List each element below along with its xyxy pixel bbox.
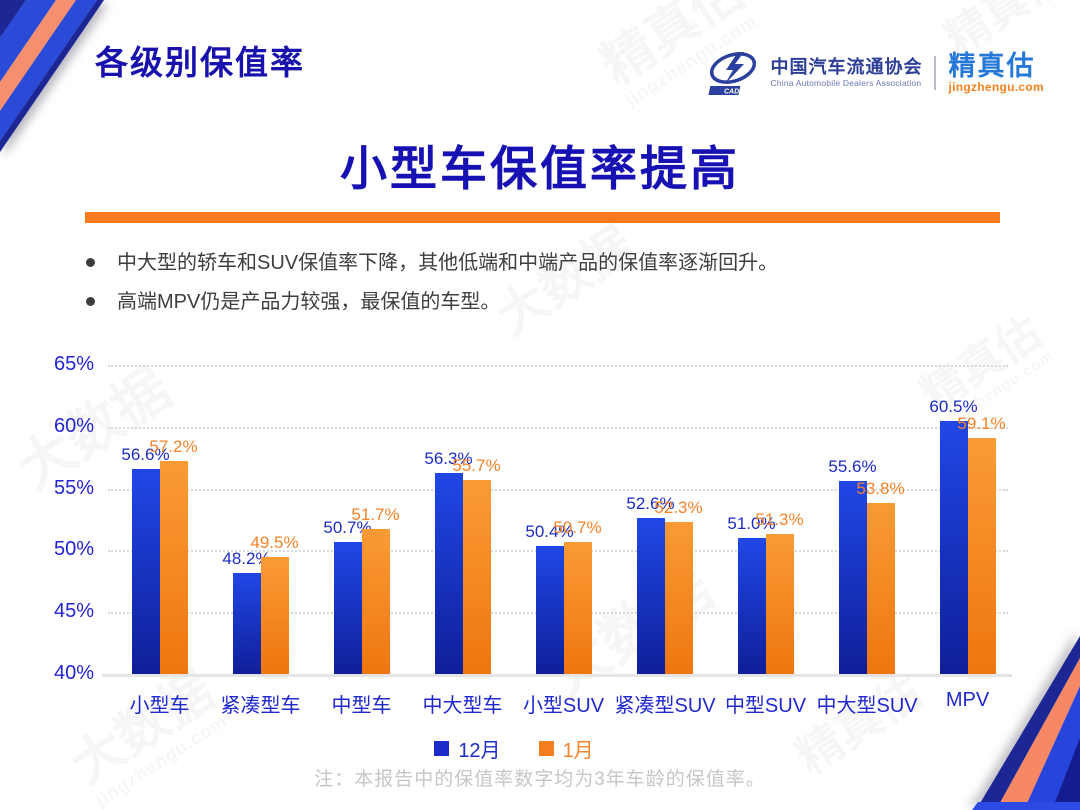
bar-12月: 56.6% <box>121 445 170 674</box>
bullet-dot <box>86 297 95 306</box>
bar-1月: 52.3% <box>654 498 703 674</box>
bar-value-label: 56.6% <box>121 444 170 464</box>
bar-group: 60.5% 59.1% MPV <box>918 365 1018 711</box>
x-axis-category-label: 紧凑型SUV <box>614 695 716 717</box>
bar-value-label: 50.7% <box>323 517 372 537</box>
legend-swatch-december <box>434 741 450 756</box>
bar-12月: 48.2% <box>222 549 271 674</box>
y-axis-tick-label: 65% <box>53 353 94 375</box>
bar-value-label: 51.7% <box>351 505 400 525</box>
gridline <box>108 488 1008 491</box>
bar-value-label: 56.3% <box>424 448 473 468</box>
bar-1月: 51.3% <box>755 510 804 674</box>
bar-group: 50.7% 51.7% 中型车 <box>312 365 412 717</box>
bar-value-label: 49.5% <box>250 532 299 552</box>
bar-value-label: 53.8% <box>856 479 905 499</box>
bar-group: 48.2% 49.5% 紧凑型车 <box>211 365 311 717</box>
bar-1月: 53.8% <box>856 479 905 674</box>
y-axis-tick-label: 45% <box>53 600 94 623</box>
bar-1月: 49.5% <box>250 533 299 674</box>
jingzhengu-logo-block: 精真估 jingzhengu.com <box>948 50 1044 95</box>
footnote: 注：本报告中的保值率数字均为3年车龄的保值率。 <box>314 769 766 790</box>
page-title: 小型车保值率提高 <box>340 142 740 195</box>
x-axis-category-label: MPV <box>945 689 990 711</box>
gridline <box>108 426 1008 429</box>
cada-logo-block: CADA 中国汽车流通协会 China Automobile Dealers A… <box>704 50 922 96</box>
bar-value-label: 60.5% <box>929 396 978 416</box>
x-axis-category-label: 中大型车 <box>422 695 503 717</box>
bullet-text: 中大型的轿车和SUV保值率下降，其他低端和中端产品的保值率逐渐回升。 <box>117 252 779 274</box>
x-axis-category-label: 小型SUV <box>522 695 605 717</box>
bullet-item: 高端MPV仍是产品力较强，最保值的车型。 <box>86 289 986 315</box>
cada-logo-icon: CADA <box>708 52 757 96</box>
legend-swatch-january <box>538 741 554 756</box>
bar-12月: 52.6% <box>626 494 675 674</box>
y-axis-tick-label: 60% <box>53 414 94 437</box>
svg-text:CADA: CADA <box>724 89 744 96</box>
bar-1月: 55.7% <box>452 456 501 674</box>
bar-group: 51.0% 51.3% 中型SUV <box>716 365 816 717</box>
bar-value-label: 52.3% <box>654 498 703 517</box>
bullet-dot <box>86 258 95 267</box>
corner-stripes-top-left <box>0 0 104 152</box>
bar-12月: 56.3% <box>424 449 473 674</box>
jingzhengu-name: 精真估 <box>948 50 1036 81</box>
x-axis-category-label: 小型车 <box>129 695 190 717</box>
bar-value-label: 48.2% <box>222 548 271 568</box>
bar-12月: 51.0% <box>727 514 776 674</box>
bar-value-label: 52.6% <box>626 494 675 514</box>
bar-value-label: 55.7% <box>452 455 501 475</box>
legend-label-december: 12月 <box>458 740 501 762</box>
logo-divider <box>934 56 937 90</box>
bar-1月: 51.7% <box>351 505 400 674</box>
bar-12月: 50.7% <box>323 518 372 674</box>
bullet-list: 中大型的轿车和SUV保值率下降，其他低端和中端产品的保值率逐渐回升。 高端MPV… <box>86 250 986 328</box>
cada-name-en: China Automobile Dealers Association <box>770 77 922 88</box>
x-axis-category-label: 紧凑型车 <box>220 695 301 717</box>
section-title: 各级别保值率 <box>95 44 305 81</box>
y-axis-tick-label: 50% <box>53 538 94 561</box>
bar-value-label: 50.4% <box>525 521 574 541</box>
bar-group: 56.6% 57.2% 小型车 <box>110 365 210 717</box>
chart-plot: 40% 45% 50% 55% 60% 65% 56.6% 57.2% 小型车 48.2% 49.5… <box>54 353 1012 718</box>
bar-value-label: 51.3% <box>755 510 804 530</box>
title-underline-bar <box>85 212 1000 223</box>
x-axis-line <box>102 674 1012 677</box>
chart-legend: 12月 1月 <box>0 734 1054 763</box>
y-axis-tick-label: 40% <box>53 662 94 684</box>
gridline <box>108 365 1008 367</box>
bar-1月: 57.2% <box>149 437 198 674</box>
x-axis-category-label: 中型车 <box>331 695 392 717</box>
cada-name-cn: 中国汽车流通协会 <box>770 57 923 78</box>
bar-1月: 59.1% <box>957 414 1006 674</box>
bar-1月: 50.7% <box>553 518 602 674</box>
legend-item-december: 12月 <box>434 734 501 763</box>
jingzhengu-domain: jingzhengu.com <box>948 80 1044 95</box>
bar-group: 50.4% 50.7% 小型SUV <box>514 365 614 717</box>
cada-text: 中国汽车流通协会 China Automobile Dealers Associ… <box>770 57 923 88</box>
bar-value-label: 51.0% <box>727 514 776 533</box>
header-logos: CADA 中国汽车流通协会 China Automobile Dealers A… <box>704 50 1044 96</box>
bar-value-label: 57.2% <box>149 437 198 457</box>
legend-label-january: 1月 <box>562 740 594 762</box>
bullet-item: 中大型的轿车和SUV保值率下降，其他低端和中端产品的保值率逐渐回升。 <box>86 250 986 276</box>
bar-12月: 60.5% <box>929 397 978 674</box>
corner-stripes-bottom-right <box>972 636 1080 810</box>
bar-group: 52.6% 52.3% 紧凑型SUV <box>615 365 716 717</box>
bullet-text: 高端MPV仍是产品力较强，最保值的车型。 <box>117 291 501 313</box>
y-axis-tick-label: 55% <box>53 476 94 499</box>
legend-item-january: 1月 <box>538 734 594 763</box>
bar-value-label: 55.6% <box>828 457 877 477</box>
x-axis-category-label: 中大型SUV <box>816 695 918 717</box>
bar-value-label: 59.1% <box>957 413 1006 433</box>
bar-12月: 55.6% <box>828 457 877 674</box>
bar-value-label: 50.7% <box>553 517 602 537</box>
bar-group: 56.3% 55.7% 中大型车 <box>413 365 513 718</box>
bar-group: 55.6% 53.8% 中大型SUV <box>817 365 918 717</box>
bar-12月: 50.4% <box>525 522 574 674</box>
x-axis-category-label: 中型SUV <box>724 695 807 717</box>
